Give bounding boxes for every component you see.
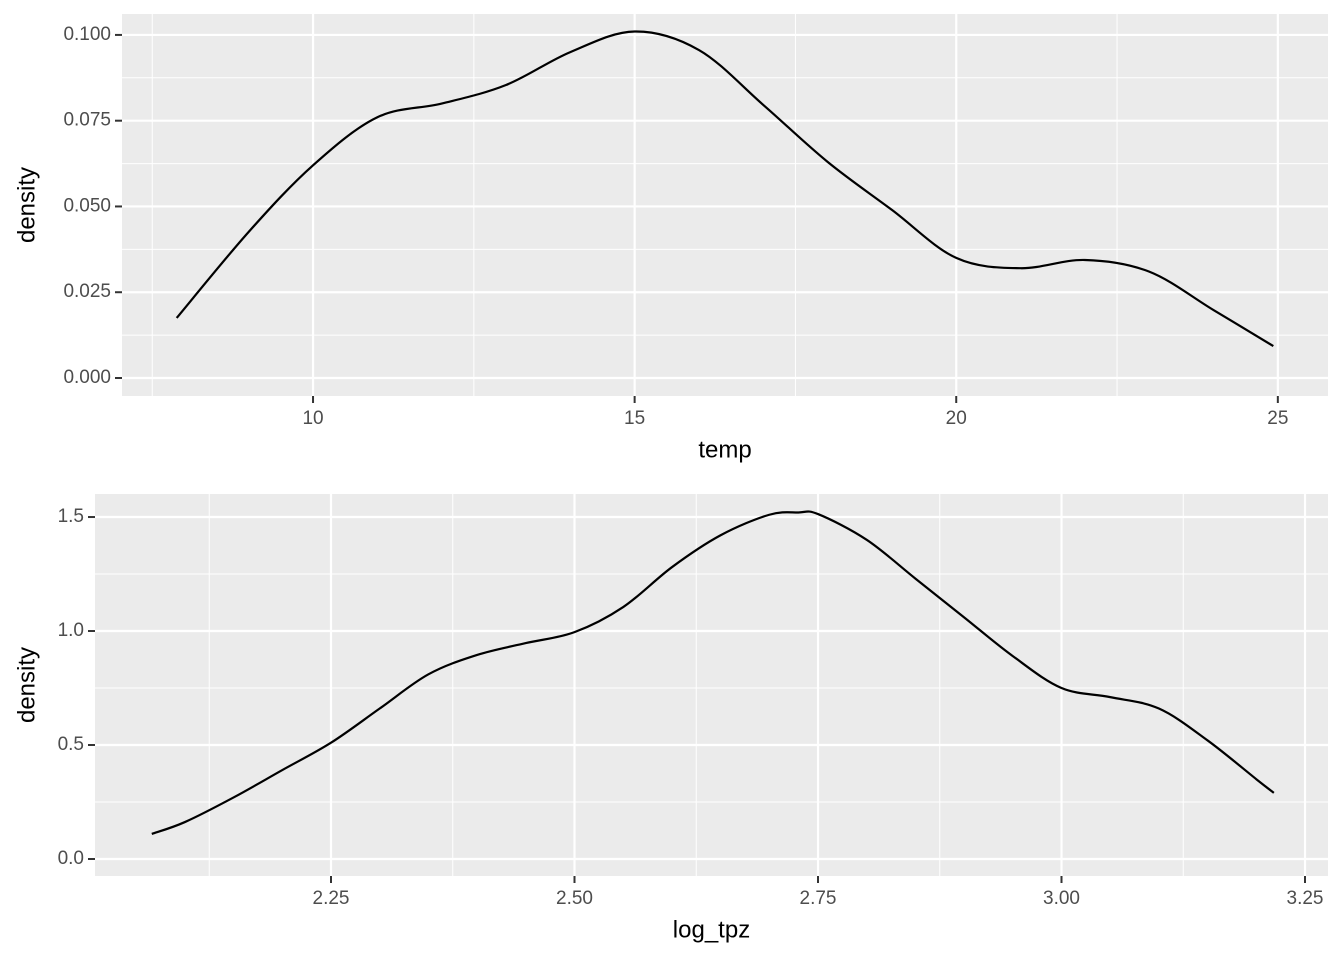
x-axis-title: log_tpz xyxy=(673,916,750,943)
y-tick-label: 1.0 xyxy=(58,620,84,641)
x-tick-label: 20 xyxy=(946,408,967,429)
y-tick-label: 0.050 xyxy=(63,195,111,216)
y-tick-label: 0.5 xyxy=(58,734,84,755)
y-tick-label: 1.5 xyxy=(58,506,84,527)
x-tick-label: 3.00 xyxy=(1043,888,1080,909)
x-tick-label: 2.75 xyxy=(800,888,837,909)
y-tick-label: 0.000 xyxy=(63,367,111,388)
density-line xyxy=(151,510,1275,835)
y-tick-label: 0.0 xyxy=(58,848,84,869)
y-tick-label: 0.100 xyxy=(63,24,111,45)
x-tick-label: 10 xyxy=(302,408,323,429)
x-tick-label: 3.25 xyxy=(1287,888,1324,909)
y-axis-title: density xyxy=(13,167,40,243)
density-line xyxy=(175,30,1274,348)
x-tick-label: 15 xyxy=(624,408,645,429)
x-axis-title: temp xyxy=(698,436,751,463)
x-tick-label: 25 xyxy=(1267,408,1288,429)
plot-panel xyxy=(122,14,1328,396)
x-tick-label: 2.50 xyxy=(556,888,593,909)
plot-panel xyxy=(95,494,1328,876)
y-tick-label: 0.075 xyxy=(63,110,111,131)
y-axis-title: density xyxy=(13,647,40,723)
y-tick-label: 0.025 xyxy=(63,281,111,302)
x-tick-label: 2.25 xyxy=(313,888,350,909)
